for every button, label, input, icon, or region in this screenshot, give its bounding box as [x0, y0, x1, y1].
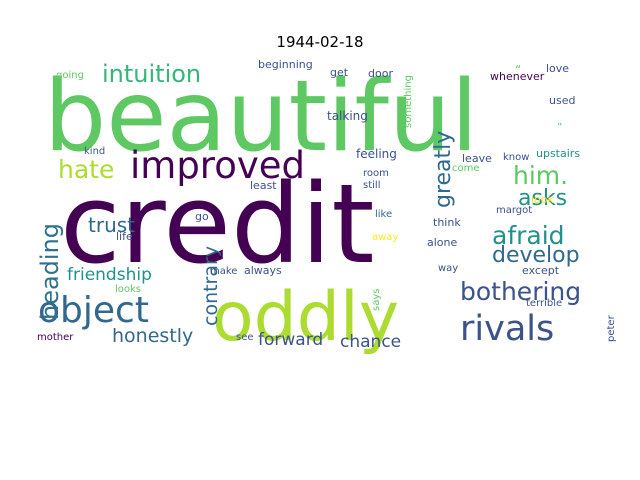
cloud-word: make: [210, 266, 237, 277]
cloud-word: greatly: [431, 131, 456, 208]
cloud-word: ”: [557, 122, 562, 133]
cloud-word: away: [372, 232, 398, 243]
cloud-word: asks: [518, 186, 567, 211]
cloud-word: still: [363, 180, 380, 191]
cloud-word: get: [330, 66, 349, 79]
cloud-word: life: [116, 230, 133, 243]
cloud-word: bothering: [460, 277, 581, 306]
cloud-word: trust: [88, 213, 135, 237]
cloud-word: love: [546, 62, 569, 75]
cloud-word: hate: [58, 155, 114, 184]
cloud-word: something: [403, 75, 414, 128]
cloud-word: way: [438, 263, 458, 274]
cloud-word: like: [375, 209, 392, 220]
cloud-word: contrary: [200, 246, 222, 326]
cloud-word: credit: [60, 160, 374, 288]
cloud-word: used: [549, 94, 575, 107]
cloud-word: room: [363, 168, 389, 179]
cloud-word: oddly: [212, 278, 399, 357]
cloud-word: “: [515, 63, 521, 77]
page-title: 1944-02-18: [276, 33, 364, 51]
cloud-word: looks: [115, 284, 141, 295]
cloud-word: intuition: [102, 60, 201, 88]
cloud-word: know: [503, 152, 529, 163]
cloud-word: terrible: [526, 298, 562, 309]
cloud-word: improved: [130, 144, 305, 187]
cloud-word: rivals: [460, 309, 554, 349]
cloud-word: kind: [84, 146, 105, 157]
cloud-word: beginning: [258, 58, 313, 71]
cloud-word: mother: [37, 332, 74, 343]
cloud-word: chance: [340, 332, 401, 352]
cloud-word: peter: [606, 314, 617, 342]
cloud-word: whenever: [490, 70, 545, 83]
cloud-word: says: [371, 289, 382, 311]
cloud-word: upstairs: [536, 147, 580, 160]
cloud-word: friendship: [67, 265, 152, 285]
cloud-word: honestly: [112, 325, 193, 347]
cloud-word: think: [433, 216, 461, 229]
cloud-word: least: [250, 179, 277, 192]
cloud-word: come: [452, 163, 480, 174]
cloud-word: always: [244, 264, 282, 277]
cloud-word: develop: [492, 243, 580, 268]
cloud-word: alone: [427, 236, 457, 249]
cloud-word: margot: [496, 205, 532, 216]
cloud-word: go: [195, 210, 209, 223]
cloud-word: door: [368, 67, 393, 80]
cloud-word: look: [531, 193, 555, 206]
cloud-word: except: [522, 264, 560, 277]
cloud-word: beautiful: [44, 60, 478, 174]
cloud-word: talking: [327, 109, 368, 123]
cloud-word: afraid: [492, 221, 565, 250]
cloud-word: going: [56, 70, 84, 81]
cloud-word: see: [236, 332, 254, 343]
cloud-word: him.: [513, 161, 568, 190]
cloud-word: forward: [258, 330, 323, 350]
cloud-word: heading: [36, 223, 64, 320]
cloud-word: feeling: [356, 147, 397, 161]
cloud-word: object: [38, 290, 149, 331]
cloud-word: leave: [462, 152, 492, 165]
